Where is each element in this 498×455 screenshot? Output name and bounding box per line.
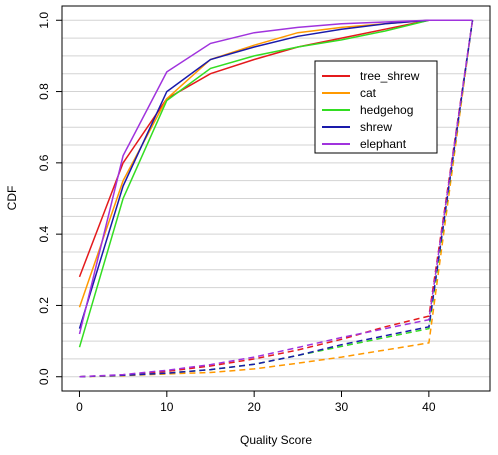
series-elephant-line	[78, 19, 473, 335]
legend-label-cat: cat	[360, 86, 377, 100]
series-shrew-dashed-line	[79, 20, 474, 378]
y-axis: 0.0 0.2 0.4 0.6 0.8 1.0	[37, 12, 63, 385]
series-elephant-dashed-line	[79, 20, 474, 378]
series-hedgehog-line	[78, 19, 473, 348]
x-axis: 0 10 20 30 40	[76, 390, 436, 414]
y-tick-label: 0.0	[37, 368, 51, 385]
x-axis-title: Quality Score	[240, 433, 312, 447]
legend-label-tree_shrew: tree_shrew	[360, 69, 420, 83]
legend-label-elephant: elephant	[360, 137, 407, 151]
y-tick-label: 1.0	[37, 12, 51, 29]
dashed-series-layer	[79, 20, 474, 378]
legend-label-shrew: shrew	[360, 120, 392, 134]
y-tick-label: 0.6	[37, 154, 51, 171]
y-tick-label: 0.2	[37, 297, 51, 314]
x-tick-label: 0	[76, 400, 83, 414]
series-tree_shrew-line	[78, 19, 473, 278]
x-tick-label: 10	[160, 400, 174, 414]
x-tick-label: 30	[335, 400, 349, 414]
x-tick-label: 20	[247, 400, 261, 414]
solid-series-layer	[78, 19, 473, 348]
series-shrew-line	[78, 19, 473, 329]
grid	[62, 19, 490, 378]
legend-label-hedgehog: hedgehog	[360, 103, 413, 117]
y-axis-title: CDF	[5, 186, 19, 211]
y-tick-label: 0.4	[37, 225, 51, 242]
y-tick-label: 0.8	[37, 83, 51, 100]
x-tick-label: 40	[422, 400, 436, 414]
